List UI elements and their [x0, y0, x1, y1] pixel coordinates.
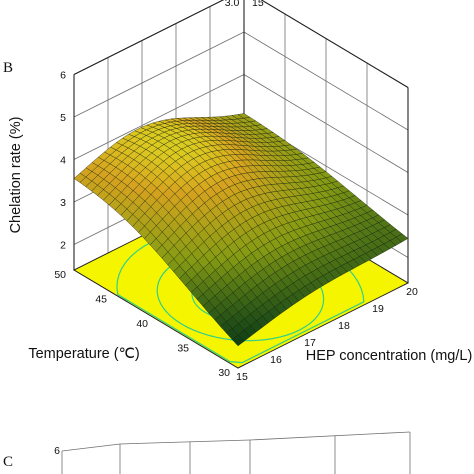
x-tick-label: 18	[338, 320, 350, 332]
z-axis-title: Chelation rate (%)	[8, 117, 24, 234]
response-surface	[73, 113, 409, 347]
z-tick-labels: 2 3 4 5 6	[60, 70, 66, 252]
y-tick-label: 30	[218, 367, 230, 379]
panel-label-c: C	[3, 454, 13, 470]
c-z-tick-6: 6	[54, 445, 60, 457]
panel-c-grid-line	[61, 443, 121, 452]
grid-line	[243, 31, 409, 131]
panel-c-grid-line	[119, 439, 251, 445]
y-tick-label: 40	[136, 318, 148, 330]
z-tick-label: 4	[60, 155, 66, 167]
x-tick-label: 19	[372, 303, 384, 315]
panel-label-b: B	[3, 60, 13, 76]
y-tick-label: 35	[177, 343, 189, 355]
grid-line	[73, 74, 245, 160]
x-tick-label: 15	[236, 371, 248, 383]
top-label-1: 3.0	[225, 0, 240, 9]
x-tick-label: 20	[406, 286, 418, 298]
grid-line	[243, 74, 409, 173]
z-tick-label: 6	[60, 70, 66, 82]
y-tick-labels: 30 35 40 45 50	[54, 269, 230, 379]
x-axis-title: HEP concentration (mg/L)	[306, 348, 473, 364]
z-tick-label: 5	[60, 112, 66, 124]
z-tick-label: 2	[60, 240, 66, 252]
y-tick-label: 50	[54, 269, 66, 281]
axis-edge	[73, 0, 225, 75]
grid-line	[73, 31, 245, 118]
y-tick-label: 45	[95, 294, 107, 306]
axis-edge	[260, 0, 409, 88]
surface-patch	[395, 233, 409, 243]
panel-c-frame	[61, 431, 411, 474]
panel-c-grid-line	[249, 431, 411, 441]
axis-frame	[73, 0, 409, 283]
y-axis-title: Temperature (℃)	[28, 346, 139, 362]
x-tick-label: 16	[270, 354, 282, 366]
z-tick-label: 3	[60, 197, 66, 209]
grid-line	[73, 0, 224, 75]
x-tick-labels: 15 16 17 18 19 20	[236, 286, 418, 383]
x-tick-label: 17	[304, 337, 316, 349]
top-label-2: 15	[252, 0, 264, 9]
